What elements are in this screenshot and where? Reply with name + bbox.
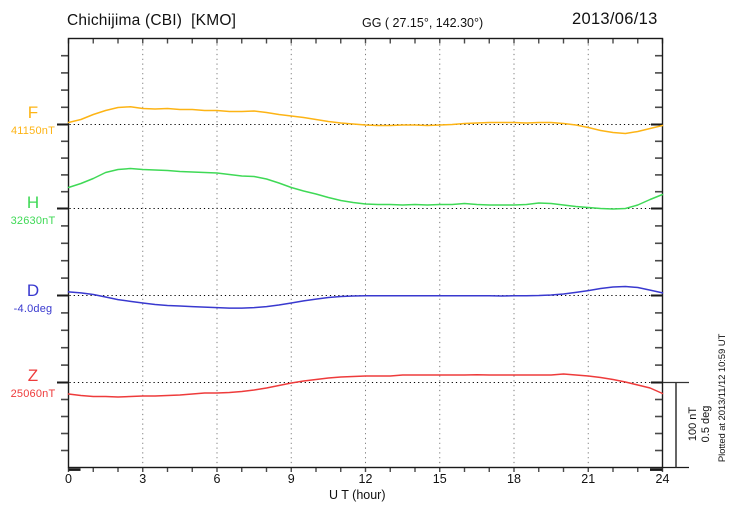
series-letter-D: D (26, 281, 40, 300)
plot-date: 2013/06/13 (572, 10, 658, 28)
x-tick-24: 24 (655, 472, 670, 486)
x-tick-6: 6 (213, 472, 221, 486)
x-tick-3: 3 (139, 472, 147, 486)
series-label-H: H 32630nT (4, 194, 62, 227)
scale-bar-label: 100 nT 0.5 deg (687, 392, 715, 456)
x-tick-0: 0 (65, 472, 72, 486)
trace-Z (67, 373, 664, 398)
station-title: Chichijima (CBI) [KMO] (67, 12, 237, 29)
series-baseline-F: 41150nT (10, 125, 55, 137)
series-label-Z: Z 25060nT (4, 367, 62, 400)
series-baseline-H: 32630nT (10, 215, 56, 227)
plotted-at-note: Plotted at 2013/11/12 10:59 UT (717, 333, 728, 463)
series-label-F: F 41150nT (4, 104, 62, 137)
trace-F (67, 106, 664, 135)
series-letter-Z: Z (27, 366, 39, 385)
series-baseline-Z: 25060nT (10, 388, 56, 400)
scale-bar-nt: 100 nT (687, 406, 699, 442)
x-tick-9: 9 (287, 472, 295, 486)
x-tick-15: 15 (432, 472, 447, 486)
trace-H (67, 167, 664, 210)
x-axis-label: U T (hour) (329, 488, 386, 502)
series-baseline-D: -4.0deg (13, 303, 53, 315)
x-tick-18: 18 (507, 472, 521, 486)
x-tick-21: 21 (581, 472, 596, 486)
trace-D (67, 285, 664, 309)
series-letter-H: H (26, 193, 40, 212)
series-label-D: D -4.0deg (4, 282, 62, 315)
x-tick-12: 12 (358, 472, 373, 486)
series-letter-F: F (27, 103, 39, 122)
geographic-coordinates: GG ( 27.15°, 142.30°) (362, 16, 484, 30)
scale-bar-deg: 0.5 deg (700, 405, 712, 443)
